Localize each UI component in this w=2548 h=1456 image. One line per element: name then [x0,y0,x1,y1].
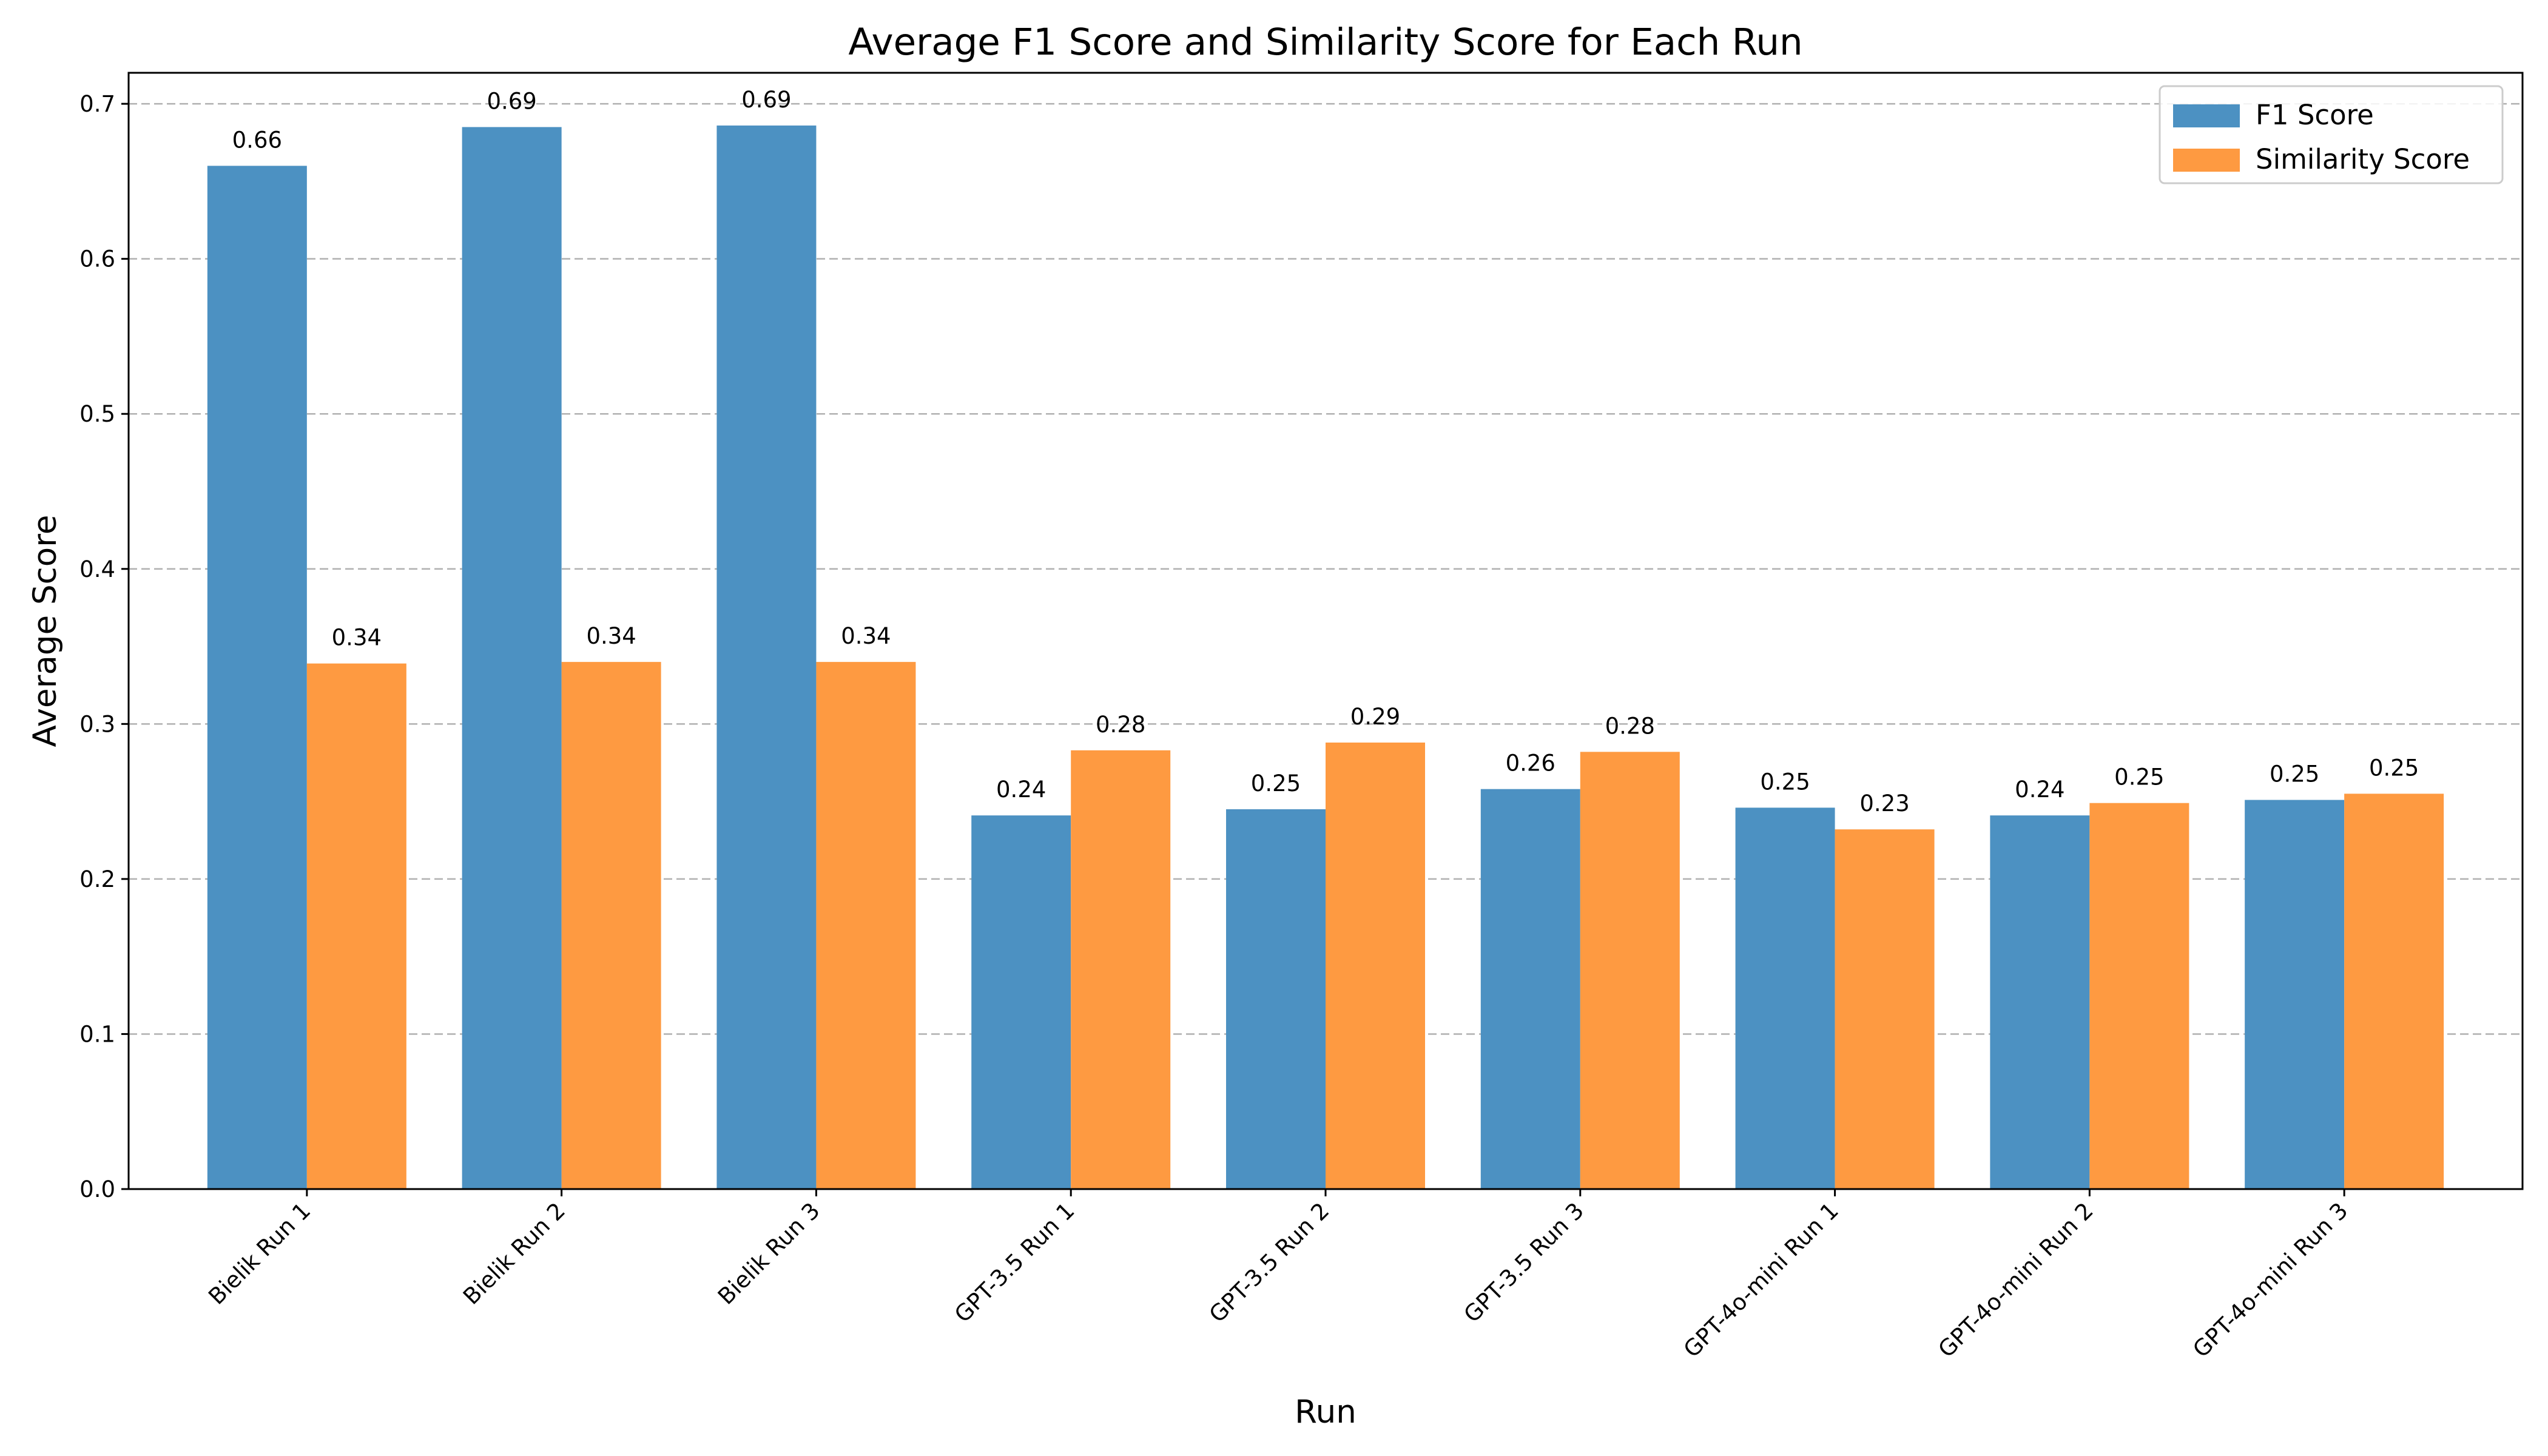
f1-score-bar [207,166,307,1189]
f1-score-bar [1480,789,1580,1189]
bar-value-label: 0.34 [332,625,382,651]
legend-swatch [2173,104,2240,127]
bar-value-label: 0.26 [1506,750,1555,777]
bar-value-label: 0.34 [841,623,891,649]
legend-swatch [2173,149,2240,172]
x-tick-label: Bielik Run 3 [713,1198,825,1310]
bar-value-label: 0.23 [1859,790,1909,817]
similarity-score-bar [1071,750,1171,1189]
bar-value-label: 0.25 [2114,764,2164,790]
y-axis-ticks: 0.0 0.1 0.2 0.3 0.4 0.5 0.6 0.7 [79,91,129,1202]
bar-value-label: 0.24 [2015,777,2064,803]
chart-title: Average F1 Score and Similarity Score fo… [848,21,1802,64]
x-tick-label: GPT-3.5 Run 1 [949,1198,1080,1328]
x-tick-label: GPT-3.5 Run 3 [1459,1198,1589,1328]
similarity-score-bar [2089,803,2189,1189]
bars [207,125,2444,1189]
similarity-score-bar [1835,829,1935,1189]
bar-value-label: 0.24 [996,777,1046,803]
f1-score-bar [462,127,562,1189]
x-tick-label: GPT-4o-mini Run 2 [1933,1198,2098,1363]
bar-value-label: 0.29 [1350,704,1400,730]
legend-label: F1 Score [2256,99,2374,131]
y-tick-label: 0.3 [79,711,115,737]
y-tick-label: 0.1 [79,1021,115,1047]
x-tick-label: Bielik Run 2 [458,1198,570,1310]
x-axis-label: Run [1295,1394,1357,1431]
x-tick-label: GPT-4o-mini Run 1 [1679,1198,1844,1363]
f1-score-bar [971,815,1071,1189]
similarity-score-bar [816,662,916,1189]
y-axis-label: Average Score [27,515,64,747]
f1-score-bar [1990,815,2090,1189]
similarity-score-bar [306,663,406,1189]
bar-value-label: 0.69 [741,87,791,113]
y-tick-label: 0.2 [79,866,115,892]
y-tick-label: 0.0 [79,1176,115,1202]
bar-value-label: 0.69 [487,88,536,114]
similarity-score-bar [1326,743,1425,1189]
f1-score-bar [2245,800,2345,1189]
similarity-score-bar [1580,752,1680,1189]
bar-value-label: 0.34 [586,623,636,649]
f1-score-bar [1226,809,1326,1189]
legend-box [2159,85,2504,184]
legend: F1 Score Similarity Score [2159,85,2504,184]
data-labels: 0.66 0.34 0.69 0.34 0.69 0.34 0.24 0.28 0.25 0.29… [232,87,2419,817]
f1-score-bar [716,125,817,1189]
bar-value-label: 0.28 [1096,712,1145,738]
x-tick-label: GPT-4o-mini Run 3 [2188,1198,2353,1363]
x-axis-ticks: Bielik Run 1 Bielik Run 2 Bielik Run 3 GPT-… [203,1189,2353,1363]
similarity-score-bar [2344,794,2444,1189]
y-tick-label: 0.5 [79,401,115,427]
bar-value-label: 0.25 [2369,755,2419,781]
y-tick-label: 0.7 [79,91,115,117]
bar-value-label: 0.25 [1251,770,1301,797]
x-tick-label: GPT-3.5 Run 2 [1204,1198,1335,1328]
bar-value-label: 0.25 [2270,761,2319,787]
f1-score-bar [1735,807,1835,1189]
legend-label: Similarity Score [2256,143,2470,175]
bar-value-label: 0.28 [1605,713,1655,739]
bar-value-label: 0.66 [232,127,282,153]
y-tick-label: 0.4 [79,556,115,582]
x-tick-label: Bielik Run 1 [203,1198,315,1310]
bar-value-label: 0.25 [1760,769,1810,795]
y-tick-label: 0.6 [79,246,115,272]
similarity-score-bar [561,662,661,1189]
